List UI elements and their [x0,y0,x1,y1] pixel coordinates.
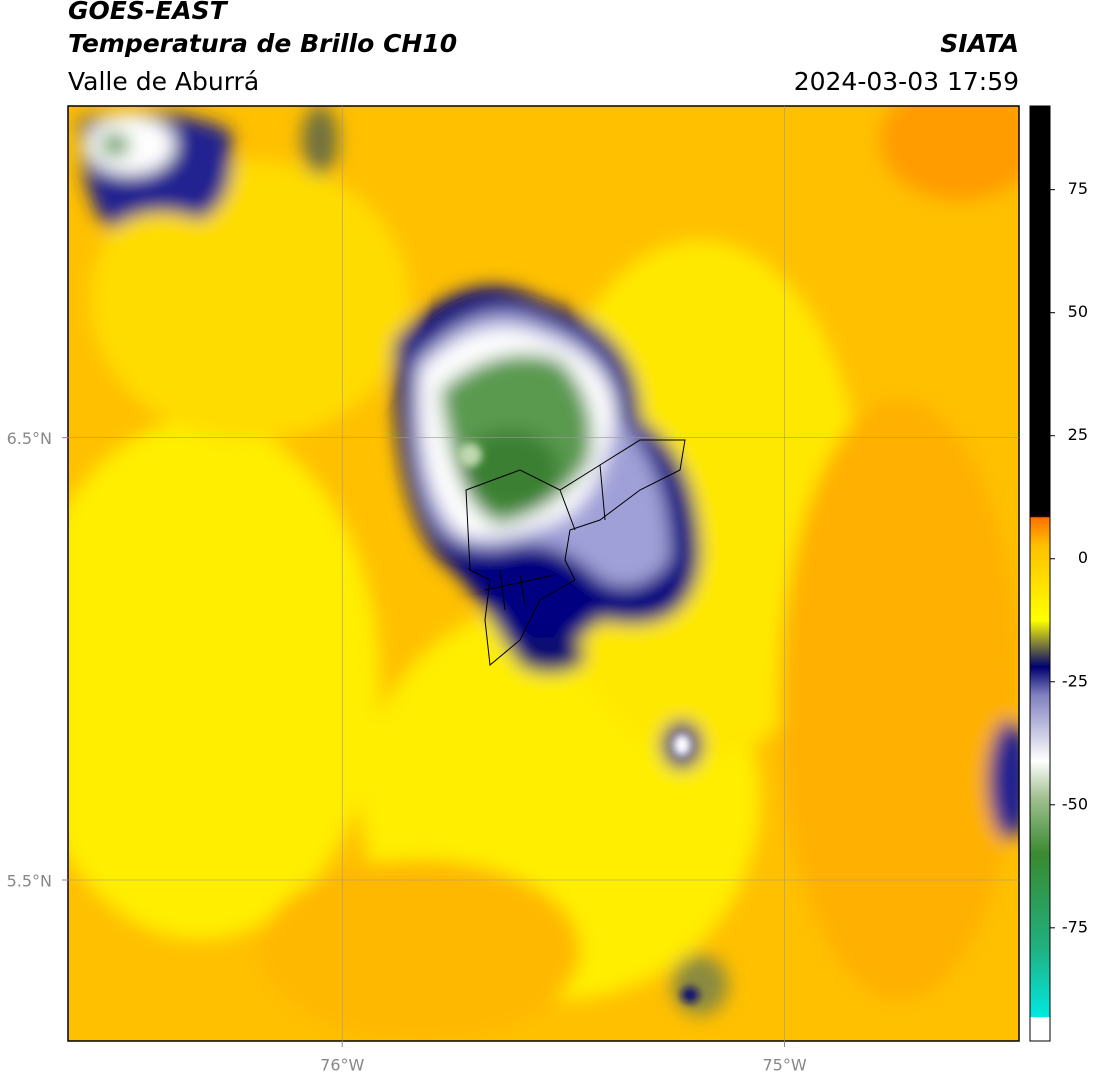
source: SIATA [940,29,1019,58]
colorbar-tick-label: 50 [1068,302,1088,321]
colorbar-tick-label: 0 [1078,548,1088,567]
y-tick-label: 6.5°N [7,429,52,448]
x-tick-label: 76°W [320,1056,364,1075]
colorbar-tick-label: -75 [1062,917,1088,936]
colorbar [1029,105,1051,1042]
colorbar-tick-label: 75 [1068,179,1088,198]
colorbar-tick-label: -25 [1062,671,1088,690]
satellite-image [68,106,1019,1041]
colorbar-tick-label: -50 [1062,794,1088,813]
x-tick-label: 75°W [762,1056,806,1075]
map-frame [67,105,1020,1042]
y-tick-label: 5.5°N [7,872,52,891]
datetime: 2024-03-03 17:59 [794,67,1019,96]
colorbar-tick-label: 25 [1068,425,1088,444]
title: GOES-EAST [68,0,229,25]
region: Valle de Aburrá [68,67,259,96]
municipality-boundaries [465,439,686,666]
subtitle: Temperatura de Brillo CH10 [68,29,457,58]
